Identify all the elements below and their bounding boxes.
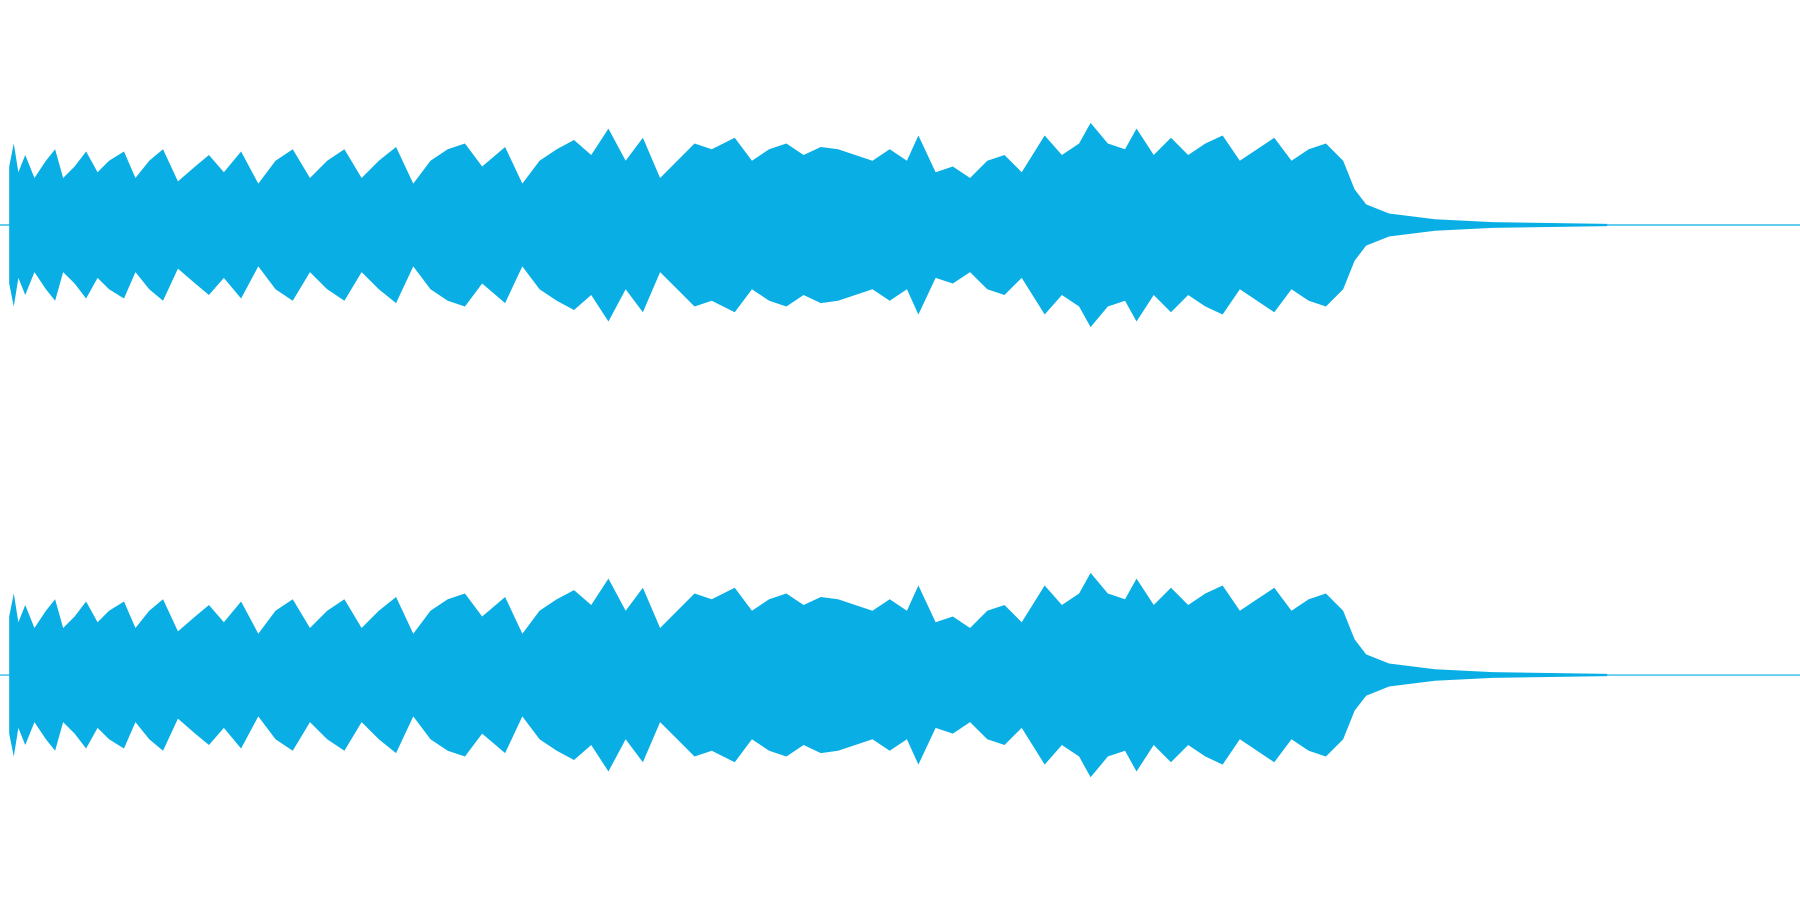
channel-right (0, 573, 1800, 777)
waveform (0, 123, 1800, 777)
channel-left (0, 123, 1800, 327)
